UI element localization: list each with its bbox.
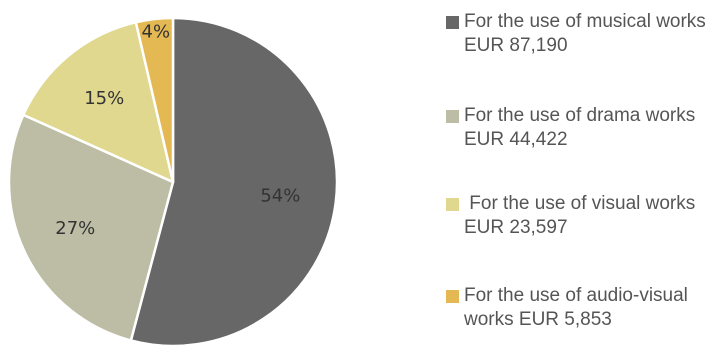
legend-label-visual: For the use of visual works EUR 23,597 (446, 192, 716, 240)
data-label-drama: 27% (55, 218, 95, 239)
data-label-visual: 15% (84, 88, 124, 109)
legend-item-drama: For the use of drama works EUR 44,422 (446, 104, 716, 152)
legend-label-audiovisual: For the use of audio-visual works EUR 5,… (446, 284, 716, 332)
legend-label-drama: For the use of drama works EUR 44,422 (446, 104, 716, 152)
pie-slices (9, 18, 337, 346)
data-label-musical: 54% (260, 186, 300, 207)
legend-label-musical: For the use of musical works EUR 87,190 (446, 10, 716, 58)
data-label-audiovisual: 4% (142, 22, 171, 43)
legend-item-musical: For the use of musical works EUR 87,190 (446, 10, 716, 58)
legend-swatch-drama (446, 110, 459, 123)
legend-swatch-audiovisual (446, 290, 459, 303)
legend-item-visual: For the use of visual works EUR 23,597 (446, 192, 716, 240)
legend-item-audiovisual: For the use of audio-visual works EUR 5,… (446, 284, 716, 332)
legend-swatch-musical (446, 16, 459, 29)
legend-swatch-visual (446, 198, 459, 211)
pie-plot: 54% 27% 15% 4% (0, 0, 440, 347)
